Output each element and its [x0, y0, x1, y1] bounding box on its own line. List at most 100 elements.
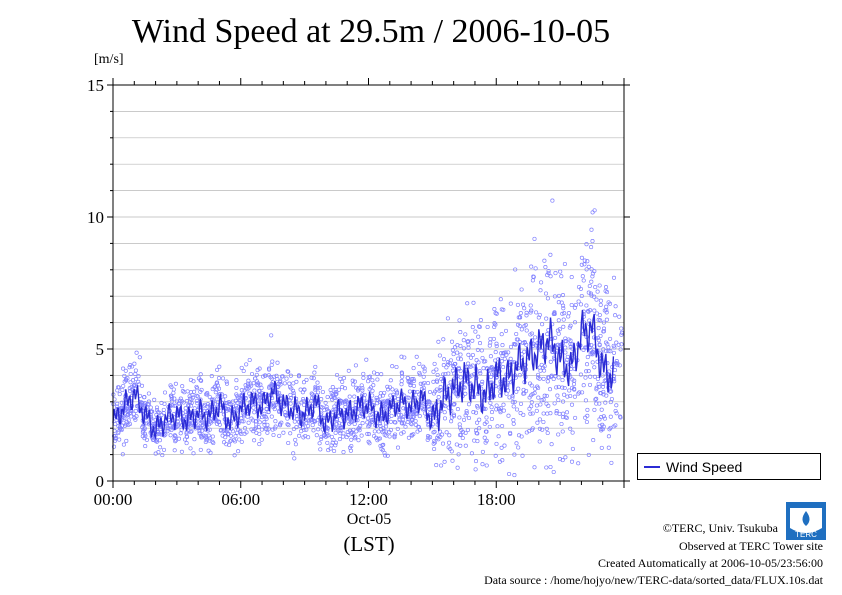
data-point — [594, 311, 600, 316]
data-point — [399, 354, 404, 359]
data-point — [382, 450, 387, 455]
data-point — [585, 355, 590, 360]
data-point — [214, 418, 219, 423]
data-point — [273, 424, 278, 429]
data-point — [458, 352, 463, 357]
data-point — [341, 450, 346, 455]
data-point — [421, 388, 426, 393]
data-point — [461, 346, 467, 351]
data-point — [338, 425, 343, 430]
data-point — [455, 350, 460, 355]
data-point — [401, 406, 406, 411]
data-point — [465, 339, 470, 345]
data-point — [518, 401, 524, 406]
data-point — [562, 261, 567, 267]
y-tick-label: 10 — [87, 208, 104, 227]
data-point — [359, 383, 364, 388]
data-point — [432, 429, 437, 434]
data-point — [586, 290, 591, 295]
data-point — [156, 410, 161, 415]
data-point — [319, 434, 324, 439]
data-point — [319, 436, 324, 442]
data-point — [203, 433, 208, 438]
data-point — [562, 385, 567, 391]
data-point — [536, 385, 541, 391]
data-point — [402, 355, 407, 360]
data-point — [320, 405, 325, 410]
data-point — [152, 397, 157, 402]
data-point — [613, 408, 618, 414]
footer-created: Created Automatically at 2006-10-05/23:5… — [598, 556, 823, 570]
data-point — [596, 381, 601, 386]
footer-data-source: Data source : /home/hojyo/new/TERC-data/… — [484, 573, 823, 587]
data-point — [590, 274, 595, 279]
data-point — [489, 416, 494, 422]
data-point — [169, 384, 174, 389]
data-point — [375, 401, 380, 406]
data-point — [352, 421, 357, 427]
data-point — [251, 381, 256, 386]
data-point — [611, 424, 616, 429]
data-point — [408, 421, 413, 426]
data-point — [599, 426, 604, 432]
data-point — [143, 433, 148, 438]
data-point — [573, 302, 578, 308]
data-point — [216, 419, 222, 424]
data-point — [584, 242, 589, 247]
data-point — [539, 348, 544, 353]
data-point — [238, 430, 243, 435]
data-point — [286, 423, 291, 428]
data-point — [403, 424, 408, 429]
svg-text:TERC: TERC — [795, 530, 817, 539]
data-point — [277, 433, 282, 438]
data-point — [494, 341, 499, 346]
data-point — [178, 398, 183, 403]
data-point — [463, 430, 468, 435]
data-point — [272, 407, 277, 412]
data-point — [589, 267, 594, 272]
data-point — [199, 378, 204, 383]
data-point — [412, 378, 417, 383]
data-point — [313, 386, 318, 391]
data-point — [585, 407, 590, 412]
data-point — [221, 428, 226, 433]
data-point — [183, 406, 188, 411]
data-point — [488, 336, 493, 342]
data-point — [546, 403, 551, 408]
data-point — [269, 362, 274, 368]
data-point — [514, 389, 519, 394]
data-point — [322, 408, 327, 413]
data-point — [179, 449, 184, 454]
data-point — [515, 302, 520, 307]
data-point — [515, 322, 521, 327]
data-point — [121, 383, 126, 389]
data-point — [277, 390, 282, 396]
data-point — [342, 399, 347, 404]
data-point — [493, 453, 498, 458]
data-point — [444, 365, 449, 370]
x-tick-label: 00:00 — [94, 490, 133, 509]
data-point — [333, 440, 339, 445]
data-point — [568, 341, 573, 347]
data-point — [563, 336, 568, 341]
data-point — [451, 352, 456, 357]
data-point — [590, 210, 595, 215]
data-point — [184, 441, 189, 446]
data-point — [265, 430, 270, 435]
data-point — [334, 401, 339, 406]
data-point — [296, 374, 302, 379]
data-point — [473, 428, 479, 433]
data-point — [501, 408, 506, 413]
data-point — [532, 391, 537, 396]
data-point — [584, 362, 590, 367]
data-point — [597, 343, 602, 348]
data-point — [425, 381, 431, 386]
data-point — [315, 380, 320, 385]
data-point — [561, 303, 566, 308]
data-point — [452, 401, 457, 406]
data-point — [157, 438, 162, 443]
data-point — [237, 437, 242, 442]
data-point — [259, 437, 264, 442]
data-point — [480, 462, 485, 467]
data-point — [618, 415, 623, 420]
